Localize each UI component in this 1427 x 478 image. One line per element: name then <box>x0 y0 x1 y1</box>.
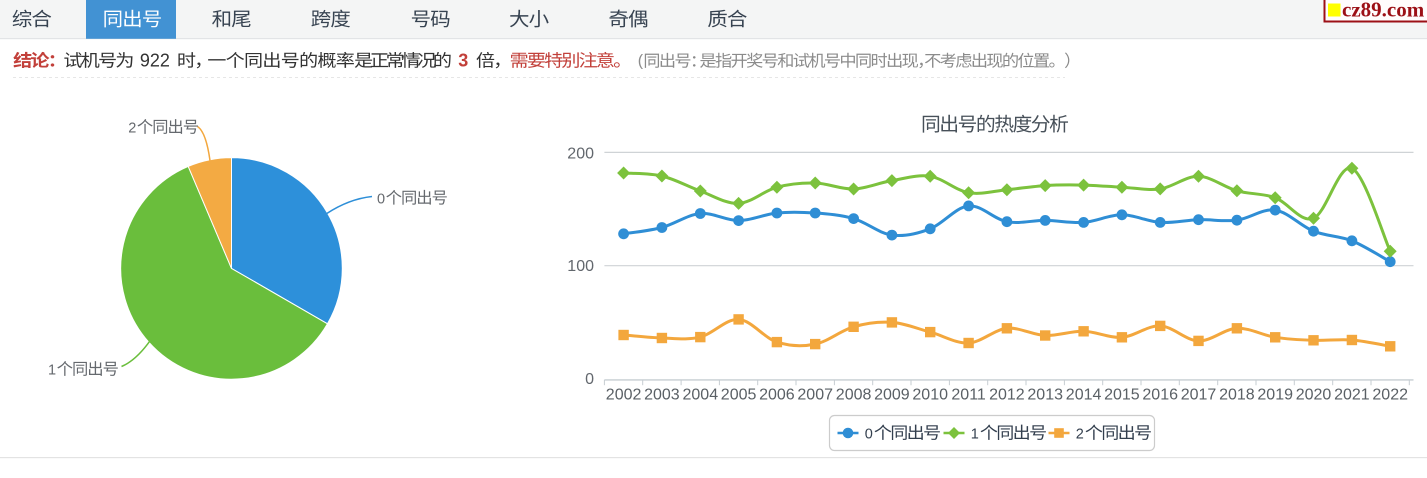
svg-text:2017: 2017 <box>1181 387 1217 404</box>
svg-text:2019: 2019 <box>1257 387 1293 404</box>
svg-text:3: 3 <box>458 51 468 71</box>
svg-text:200: 200 <box>567 146 594 163</box>
svg-text:2014: 2014 <box>1066 387 1102 404</box>
svg-text:2011: 2011 <box>951 387 986 404</box>
svg-text:2008: 2008 <box>836 387 872 404</box>
svg-text:2006: 2006 <box>759 387 795 404</box>
svg-text:2007: 2007 <box>797 387 833 404</box>
svg-text:2005: 2005 <box>721 387 757 404</box>
svg-text:2022: 2022 <box>1372 387 1408 404</box>
svg-text:2004: 2004 <box>683 387 719 404</box>
svg-text:0: 0 <box>865 427 873 443</box>
svg-text:2020: 2020 <box>1296 387 1332 404</box>
svg-text:922: 922 <box>140 51 170 71</box>
svg-text:cz89.com: cz89.com <box>1342 0 1425 21</box>
svg-text:0: 0 <box>585 371 594 388</box>
svg-text:1: 1 <box>48 363 56 379</box>
svg-text:2002: 2002 <box>606 387 642 404</box>
svg-text:2021: 2021 <box>1334 387 1370 404</box>
svg-text:2009: 2009 <box>874 387 910 404</box>
svg-text:2010: 2010 <box>912 387 948 404</box>
svg-text:100: 100 <box>567 258 594 275</box>
svg-text:2003: 2003 <box>644 387 680 404</box>
svg-text:2013: 2013 <box>1027 387 1063 404</box>
svg-text:2012: 2012 <box>989 387 1025 404</box>
svg-text:2: 2 <box>128 121 136 137</box>
svg-text:2016: 2016 <box>1142 387 1178 404</box>
svg-text:(: ( <box>638 53 644 70</box>
svg-text:2015: 2015 <box>1104 387 1140 404</box>
svg-text:0: 0 <box>377 191 385 207</box>
svg-text:2: 2 <box>1076 427 1084 443</box>
svg-text:1: 1 <box>971 427 979 443</box>
svg-text:2018: 2018 <box>1219 387 1255 404</box>
